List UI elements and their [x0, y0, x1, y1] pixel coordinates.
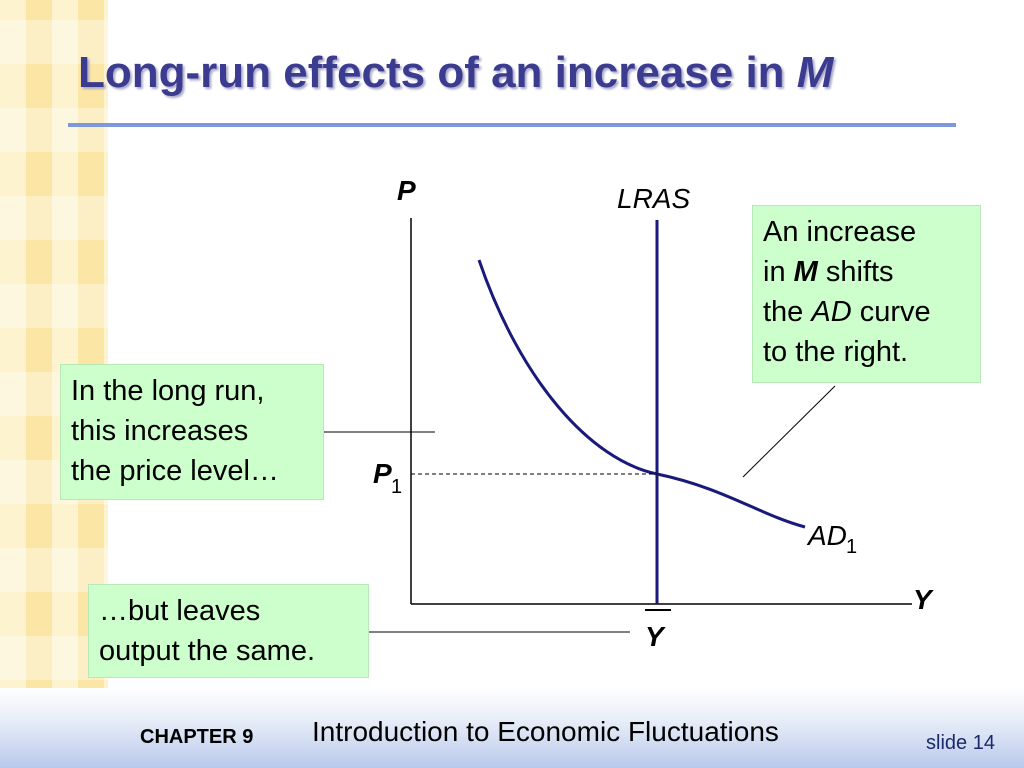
- callout-line: to the right.: [763, 336, 909, 368]
- footer-chapter: CHAPTER 9: [140, 726, 254, 748]
- footer-bar: [0, 688, 1024, 768]
- p1-label: P: [373, 458, 392, 489]
- callout-line: An increase: [763, 216, 917, 248]
- callout-output: …but leaves output the same.: [88, 584, 369, 678]
- ad-label: AD: [806, 520, 847, 551]
- ad-curve: [477, 259, 806, 529]
- callout-line: output the same.: [99, 635, 316, 667]
- callout-ad-shift: An increase in M shifts the AD curve to …: [752, 205, 981, 383]
- ybar-label: Y: [645, 621, 666, 652]
- slide-number: slide 14: [926, 732, 995, 754]
- callout-price-level: In the long run, this increases the pric…: [60, 364, 324, 500]
- p1-subscript: 1: [391, 476, 402, 498]
- callout-line: the AD curve: [763, 296, 931, 328]
- callout-line: in M shifts: [763, 256, 894, 288]
- callout-line: …but leaves: [99, 595, 261, 627]
- title-underline: [68, 123, 956, 127]
- callout-line: In the long run,: [71, 375, 265, 407]
- footer-subtitle: Introduction to Economic Fluctuations: [312, 716, 779, 747]
- y-axis-label: P: [397, 175, 416, 206]
- callout-line: the price level…: [71, 455, 279, 487]
- ad-subscript: 1: [846, 536, 857, 558]
- leader-line-right: [742, 385, 836, 478]
- x-axis-label: Y: [913, 584, 934, 615]
- lras-label: LRAS: [617, 183, 690, 214]
- slide-title: Long-run effects of an increase in M: [78, 48, 834, 97]
- callout-line: this increases: [71, 415, 249, 447]
